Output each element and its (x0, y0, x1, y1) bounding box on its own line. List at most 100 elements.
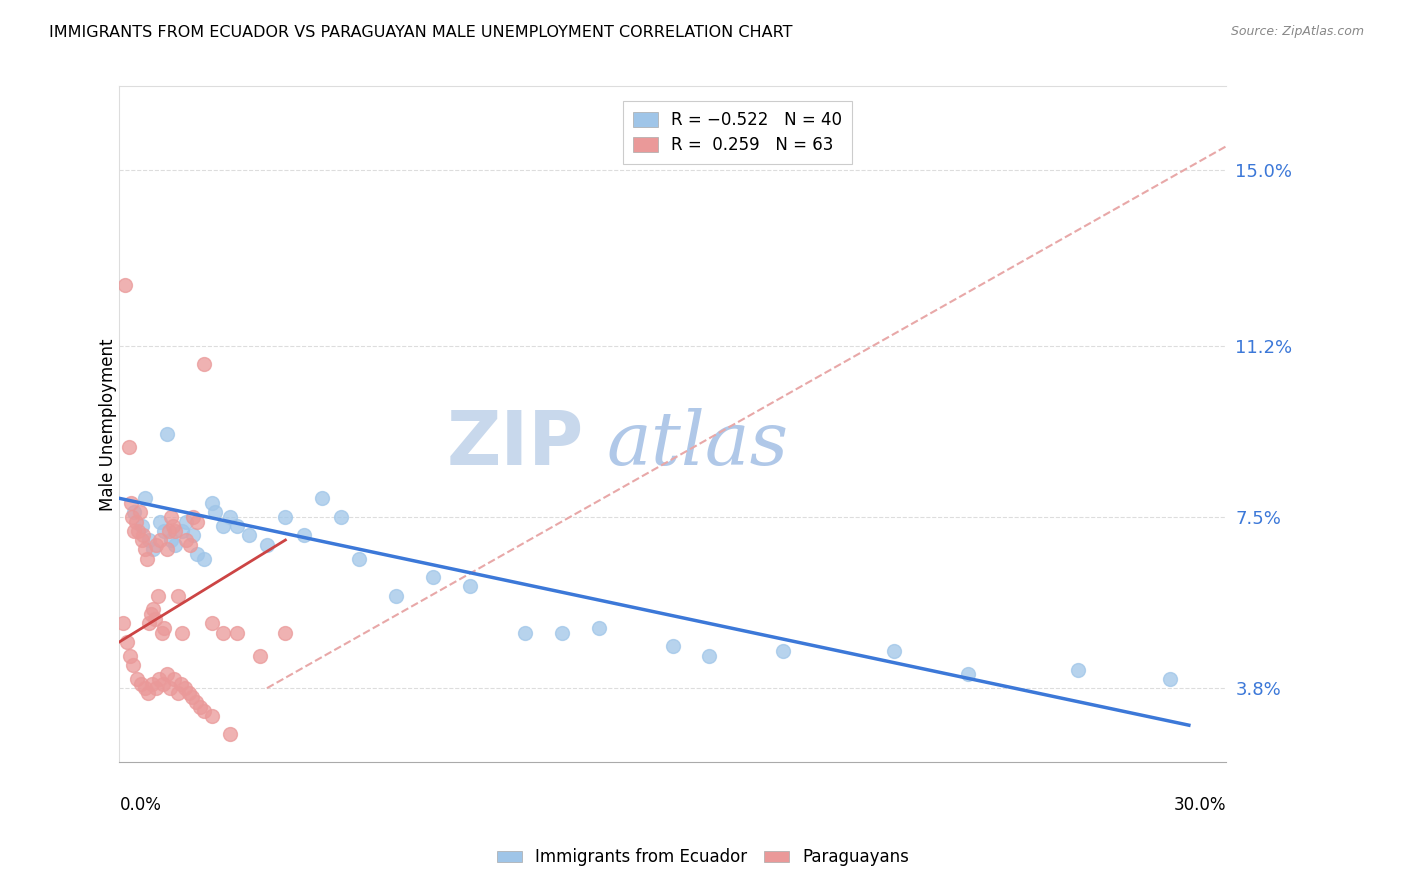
Point (181, 528, 204, 542)
Point (186, 695, 208, 709)
Point (134, 542, 156, 557)
Point (163, 538, 186, 552)
Text: 30.0%: 30.0% (1173, 796, 1226, 814)
Point (170, 676, 193, 690)
Point (177, 686, 200, 700)
Point (148, 589, 170, 603)
Text: atlas: atlas (606, 409, 789, 481)
Point (160, 509, 183, 524)
Point (131, 533, 153, 547)
Point (204, 505, 226, 519)
Point (139, 607, 162, 621)
Point (138, 616, 160, 631)
Point (219, 509, 242, 524)
Point (699, 648, 721, 663)
Point (1067, 663, 1090, 677)
Point (226, 625, 249, 640)
Point (149, 515, 172, 529)
Point (188, 699, 211, 714)
Point (142, 542, 165, 557)
Point (122, 658, 145, 673)
Point (1159, 672, 1181, 686)
Point (136, 551, 159, 566)
Point (174, 533, 197, 547)
Point (145, 681, 167, 695)
Text: IMMIGRANTS FROM ECUADOR VS PARAGUAYAN MALE UNEMPLOYMENT CORRELATION CHART: IMMIGRANTS FROM ECUADOR VS PARAGUAYAN MA… (49, 25, 793, 40)
Point (174, 681, 197, 695)
Point (142, 602, 165, 616)
Point (166, 686, 188, 700)
Point (238, 528, 260, 542)
Point (150, 625, 173, 640)
Point (883, 644, 905, 658)
Y-axis label: Male Unemployment: Male Unemployment (100, 338, 117, 510)
Point (174, 515, 197, 529)
Point (172, 524, 194, 538)
Point (134, 681, 156, 695)
Point (186, 515, 208, 529)
Point (211, 519, 233, 533)
Point (347, 551, 370, 566)
Point (181, 690, 204, 705)
Point (121, 509, 143, 524)
Point (145, 538, 167, 552)
Point (311, 491, 333, 506)
Text: 0.0%: 0.0% (120, 796, 162, 814)
Point (148, 672, 170, 686)
Point (136, 686, 159, 700)
Point (132, 528, 155, 542)
Point (162, 519, 184, 533)
Point (156, 667, 179, 681)
Point (551, 625, 574, 640)
Point (141, 676, 163, 690)
Point (112, 616, 135, 631)
Point (159, 681, 181, 695)
Point (152, 524, 174, 538)
Point (172, 625, 194, 640)
Point (114, 278, 136, 293)
Text: ZIP: ZIP (447, 408, 583, 481)
Point (201, 709, 224, 723)
Point (226, 519, 249, 533)
Point (118, 441, 141, 455)
Point (274, 509, 297, 524)
Point (128, 505, 150, 519)
Point (157, 524, 180, 538)
Point (143, 612, 166, 626)
Point (201, 616, 224, 631)
Point (163, 524, 186, 538)
Point (167, 589, 190, 603)
Point (193, 551, 215, 566)
Point (249, 648, 271, 663)
Point (274, 625, 297, 640)
Point (120, 496, 142, 510)
Point (193, 704, 215, 718)
Point (160, 533, 183, 547)
Point (588, 621, 610, 635)
Point (118, 648, 141, 663)
Point (152, 621, 174, 635)
Point (956, 667, 979, 681)
Point (152, 676, 174, 690)
Point (186, 547, 208, 561)
Legend: R = −0.522   N = 40, R =  0.259   N = 63: R = −0.522 N = 40, R = 0.259 N = 63 (623, 102, 852, 164)
Point (129, 676, 152, 690)
Point (122, 505, 145, 519)
Point (179, 538, 201, 552)
Point (125, 515, 148, 529)
Point (219, 727, 242, 741)
Point (163, 672, 186, 686)
Point (329, 509, 352, 524)
Point (422, 570, 444, 584)
Point (181, 509, 204, 524)
Point (385, 589, 408, 603)
Point (292, 528, 315, 542)
Point (138, 533, 160, 547)
Point (122, 524, 145, 538)
Point (201, 496, 224, 510)
Point (256, 538, 278, 552)
Point (211, 625, 233, 640)
Point (156, 542, 179, 557)
Point (149, 533, 172, 547)
Point (127, 524, 149, 538)
